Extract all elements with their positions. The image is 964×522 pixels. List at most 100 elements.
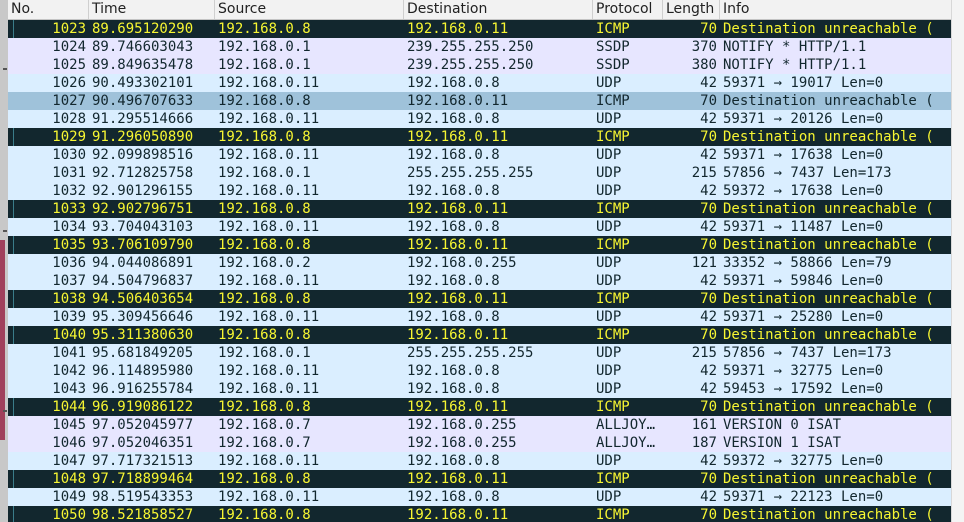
packet-row[interactable]: 1050 98.521858527 192.168.0.8 192.168.0.11 I… [8, 506, 952, 522]
packet-time: 97.052045977 [92, 417, 194, 433]
packet-time: 90.493302101 [92, 75, 194, 91]
packet-row[interactable]: 1048 97.718899464 192.168.0.8 192.168.0.11 I… [8, 470, 952, 488]
packet-time: 98.521858527 [92, 507, 194, 522]
row-marker [8, 200, 14, 218]
packet-source: 192.168.0.8 [218, 507, 311, 522]
packet-row[interactable]: 1030 92.099898516 192.168.0.11 192.168.0.8 U… [8, 146, 952, 164]
packet-no: 1029 [52, 129, 86, 145]
packet-info: 59371 → 22123 Len=0 [723, 489, 884, 505]
packet-destination: 192.168.0.11 [407, 237, 509, 253]
packet-row[interactable]: 1047 97.717321513 192.168.0.11 192.168.0.8 U… [8, 452, 952, 470]
packet-row[interactable]: 1027 90.496707633 192.168.0.8 192.168.0.11 I… [8, 92, 952, 110]
packet-row[interactable]: 1041 95.681849205 192.168.0.1 255.255.255.2… [8, 344, 952, 362]
packet-destination: 192.168.0.255 [407, 255, 517, 271]
packet-row[interactable]: 1023 89.695120290 192.168.0.8 192.168.0.11 I… [8, 20, 952, 38]
packet-destination: 192.168.0.8 [407, 75, 500, 91]
packet-protocol: UDP [596, 111, 622, 127]
packet-info: Destination unreachable ( [723, 201, 934, 217]
packet-protocol: ICMP [596, 201, 630, 217]
packet-row[interactable]: 1040 95.311380630 192.168.0.8 192.168.0.11 I… [8, 326, 952, 344]
packet-info: VERSION 0 ISAT [723, 417, 842, 433]
packet-source: 192.168.0.7 [218, 435, 311, 451]
packet-row[interactable]: 1038 94.506403654 192.168.0.8 192.168.0.11 I… [8, 290, 952, 308]
packet-length: 70 [700, 237, 717, 253]
packet-row[interactable]: 1049 98.519543353 192.168.0.11 192.168.0.8 U… [8, 488, 952, 506]
packet-source: 192.168.0.1 [218, 345, 311, 361]
packet-protocol: SSDP [596, 57, 630, 73]
packet-list[interactable]: No. Time Source Destination Protocol Len… [8, 0, 952, 522]
packet-no: 1038 [52, 291, 86, 307]
packet-length: 70 [700, 399, 717, 415]
column-header-destination[interactable]: Destination [404, 0, 593, 19]
packet-protocol: SSDP [596, 39, 630, 55]
packet-length: 42 [700, 183, 717, 199]
packet-no: 1039 [52, 309, 86, 325]
packet-protocol: UDP [596, 345, 622, 361]
packet-destination: 192.168.0.11 [407, 93, 509, 109]
packet-time: 97.052046351 [92, 435, 194, 451]
packet-info: Destination unreachable ( [723, 291, 934, 307]
packet-info: 59371 → 32775 Len=0 [723, 363, 884, 379]
column-header-time[interactable]: Time [89, 0, 215, 19]
packet-row[interactable]: 1025 89.849635478 192.168.0.1 239.255.255.2… [8, 56, 952, 74]
row-marker [8, 434, 13, 452]
packet-row[interactable]: 1039 95.309456646 192.168.0.11 192.168.0.8 U… [8, 308, 952, 326]
packet-row[interactable]: 1026 90.493302101 192.168.0.11 192.168.0.8 U… [8, 74, 952, 92]
packet-source: 192.168.0.11 [218, 453, 320, 469]
packet-no: 1049 [52, 489, 86, 505]
packet-row[interactable]: 1029 91.296050890 192.168.0.8 192.168.0.11 I… [8, 128, 952, 146]
column-header-length[interactable]: Length [663, 0, 720, 19]
packet-destination: 192.168.0.8 [407, 489, 500, 505]
packet-row[interactable]: 1032 92.901296155 192.168.0.11 192.168.0.8 U… [8, 182, 952, 200]
row-marker [8, 182, 13, 200]
packet-info: NOTIFY * HTTP/1.1 [723, 57, 867, 73]
column-header-source[interactable]: Source [215, 0, 404, 19]
packet-no: 1032 [52, 183, 86, 199]
packet-time: 93.706109790 [92, 237, 194, 253]
packet-info: 57856 → 7437 Len=173 [723, 165, 892, 181]
packet-destination: 192.168.0.11 [407, 471, 509, 487]
packet-row[interactable]: 1037 94.504796837 192.168.0.11 192.168.0.8 U… [8, 272, 952, 290]
row-marker [8, 56, 13, 74]
vertical-scrollbar[interactable] [951, 0, 964, 522]
row-marker [8, 344, 13, 362]
packet-time: 96.919086122 [92, 399, 194, 415]
packet-row[interactable]: 1028 91.295514666 192.168.0.11 192.168.0.8 U… [8, 110, 952, 128]
row-marker [8, 110, 13, 128]
packet-row[interactable]: 1042 96.114895980 192.168.0.11 192.168.0.8 U… [8, 362, 952, 380]
packet-protocol: ALLJOY… [596, 417, 656, 433]
packet-protocol: UDP [596, 165, 622, 181]
packet-time: 94.506403654 [92, 291, 194, 307]
column-header-no[interactable]: No. [8, 0, 89, 19]
packet-source: 192.168.0.11 [218, 219, 320, 235]
packet-row[interactable]: 1036 94.044086891 192.168.0.2 192.168.0.255… [8, 254, 952, 272]
packet-row[interactable]: 1024 89.746603043 192.168.0.1 239.255.255.2… [8, 38, 952, 56]
packet-destination: 255.255.255.255 [407, 345, 534, 361]
column-header-protocol[interactable]: Protocol [593, 0, 663, 19]
packet-info: Destination unreachable ( [723, 21, 934, 37]
row-marker [8, 38, 13, 56]
packet-destination: 192.168.0.255 [407, 435, 517, 451]
packet-protocol: UDP [596, 489, 622, 505]
packet-length: 121 [691, 255, 717, 271]
packet-row[interactable]: 1034 93.704043103 192.168.0.11 192.168.0.8 U… [8, 218, 952, 236]
packet-length: 215 [691, 165, 717, 181]
packet-time: 96.916255784 [92, 381, 194, 397]
packet-row[interactable]: 1035 93.706109790 192.168.0.8 192.168.0.11 I… [8, 236, 952, 254]
packet-row[interactable]: 1044 96.919086122 192.168.0.8 192.168.0.11 I… [8, 398, 952, 416]
packet-length: 70 [700, 201, 717, 217]
packet-row[interactable]: 1046 97.052046351 192.168.0.7 192.168.0.255… [8, 434, 952, 452]
column-header-info[interactable]: Info [720, 0, 952, 19]
packet-no: 1042 [52, 363, 86, 379]
row-marker [8, 326, 14, 344]
packet-no: 1041 [52, 345, 86, 361]
packet-row[interactable]: 1043 96.916255784 192.168.0.11 192.168.0.8 U… [8, 380, 952, 398]
row-marker [8, 272, 13, 290]
packet-row[interactable]: 1045 97.052045977 192.168.0.7 192.168.0.255… [8, 416, 952, 434]
packet-row[interactable]: 1031 92.712825758 192.168.0.1 255.255.255.2… [8, 164, 952, 182]
packet-row[interactable]: 1033 92.902796751 192.168.0.8 192.168.0.11 I… [8, 200, 952, 218]
row-marker [8, 236, 14, 254]
packet-info: 59372 → 32775 Len=0 [723, 453, 884, 469]
packet-time: 89.746603043 [92, 39, 194, 55]
packet-info: Destination unreachable ( [723, 399, 934, 415]
